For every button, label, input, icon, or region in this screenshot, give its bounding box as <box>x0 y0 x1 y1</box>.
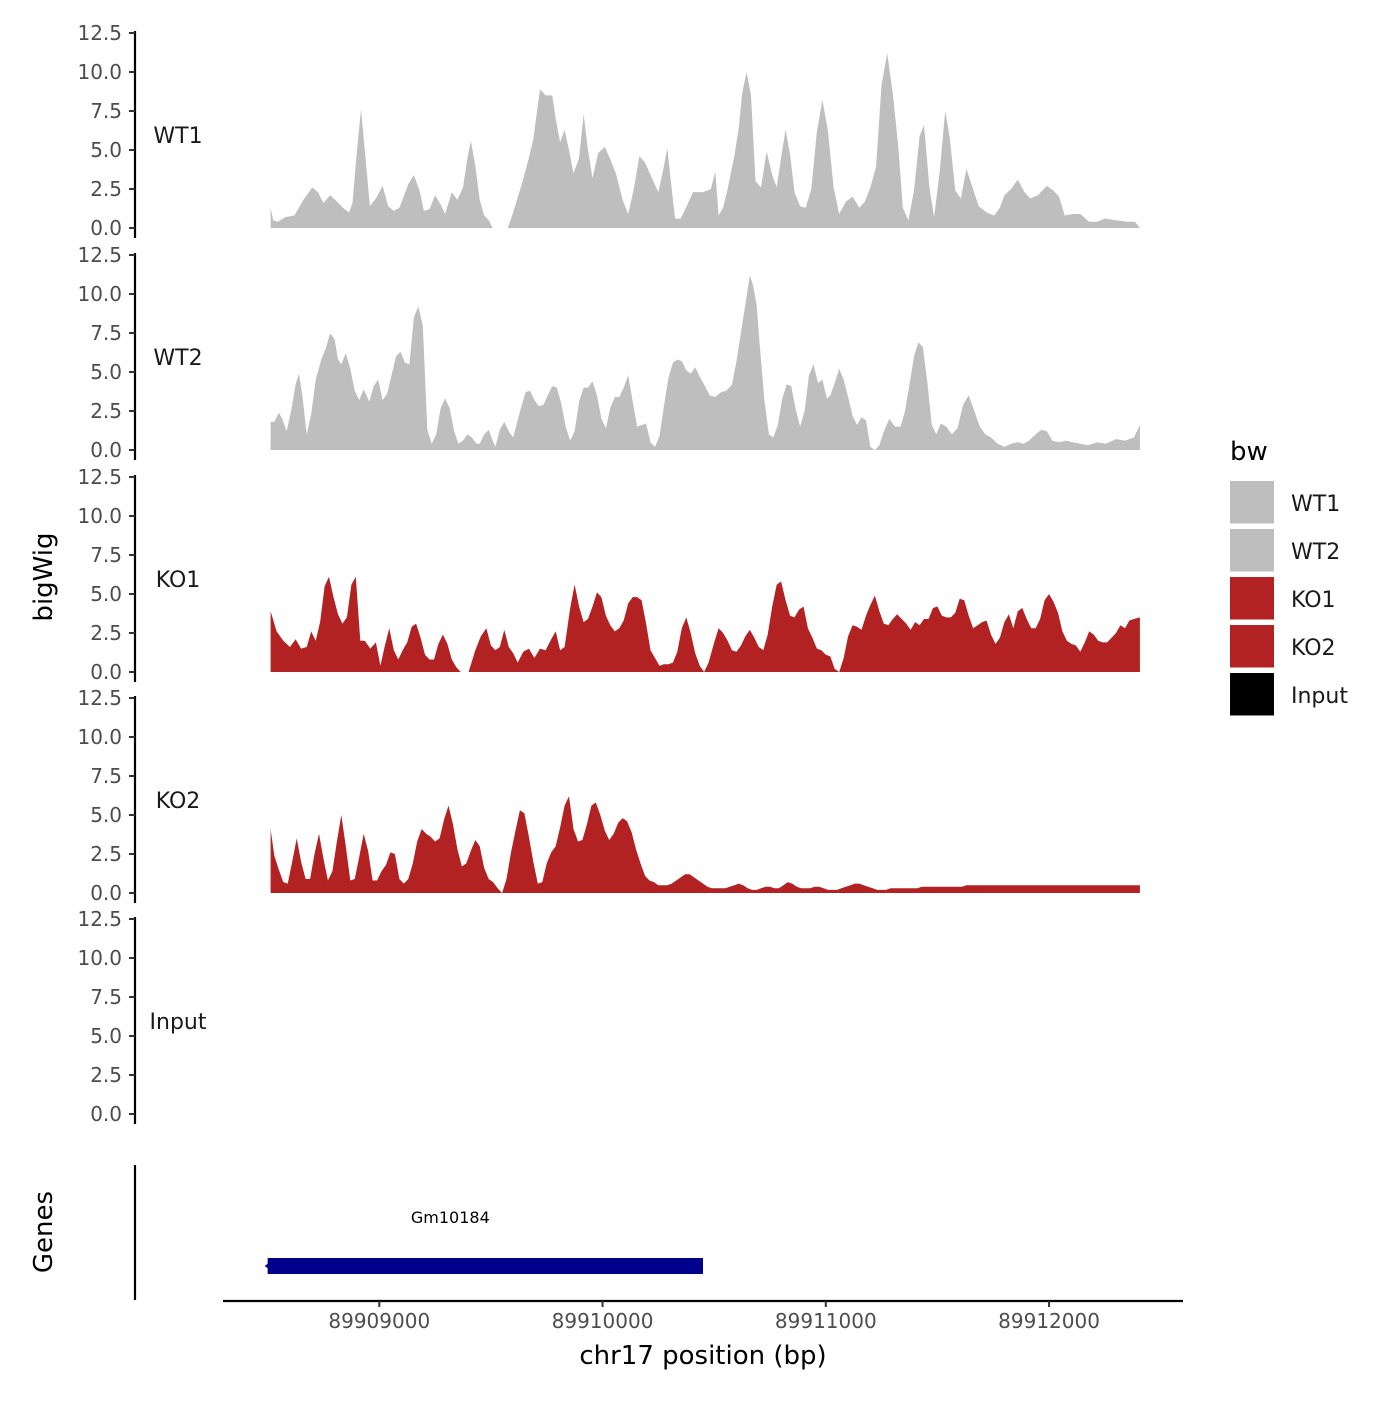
y-tick-label: 5.0 <box>90 1024 122 1048</box>
y-tick-label: 2.5 <box>90 621 122 645</box>
track-label-wt2: WT2 <box>153 346 202 371</box>
gene-marks: Gm10184 <box>264 1208 703 1274</box>
y-tick-label: 10.0 <box>77 60 122 84</box>
y-tick-label: 7.5 <box>90 543 122 567</box>
legend-entries: WT1 WT2 KO1 KO2 Input <box>1230 481 1348 719</box>
legend-label-ko2: KO2 <box>1291 636 1336 661</box>
x-ticks: 89909000 89910000 89911000 89912000 <box>328 1301 1100 1333</box>
y-tick-label: 10.0 <box>77 946 122 970</box>
track-label-ko1: KO1 <box>156 568 201 593</box>
y-tick-label: 0.0 <box>90 216 122 240</box>
gene-label: Gm10184 <box>411 1208 490 1227</box>
genes-track-label: Genes <box>29 1191 59 1273</box>
y-tick-label: 12.5 <box>77 243 122 267</box>
x-tick-label: 89911000 <box>775 1309 877 1333</box>
y-tick-label: 5.0 <box>90 360 122 384</box>
genes-panel: Genes Gm10184 <box>29 1165 703 1300</box>
x-tick-label: 89910000 <box>552 1309 654 1333</box>
legend-swatch-ko2 <box>1230 625 1274 669</box>
y-tick-label: 7.5 <box>90 99 122 123</box>
legend-swatch-input <box>1230 673 1274 717</box>
legend-title: bw <box>1230 437 1268 467</box>
panel-ko1: 0.0 2.5 5.0 7.5 10.0 12.5 KO1 <box>77 465 1140 684</box>
legend: bw WT1 WT2 KO1 KO2 Input <box>1230 437 1348 719</box>
area-wt1 <box>270 53 1140 228</box>
signal-panels: 0.0 2.5 5.0 7.5 10.0 12.5 WT1 0.0 2.5 5.0 7.5 10.0 1… <box>77 21 1140 1126</box>
y-tick-label: 7.5 <box>90 985 122 1009</box>
y-tick-label: 2.5 <box>90 842 122 866</box>
legend-swatch-wt2 <box>1230 529 1274 573</box>
y-tick-label: 2.5 <box>90 177 122 201</box>
legend-label-wt2: WT2 <box>1291 540 1340 565</box>
y-tick-label: 0.0 <box>90 1102 122 1126</box>
x-axis: 89909000 89910000 89911000 89912000 chr17 p… <box>223 1299 1183 1371</box>
y-tick-label: 12.5 <box>77 907 122 931</box>
y-tick-label: 10.0 <box>77 725 122 749</box>
area-wt2 <box>270 275 1140 450</box>
y-tick-label: 0.0 <box>90 438 122 462</box>
track-label-wt1: WT1 <box>153 124 202 149</box>
y-tick-label: 5.0 <box>90 803 122 827</box>
gene-body <box>267 1258 703 1274</box>
area-ko1 <box>270 576 1140 672</box>
y-tick-label: 12.5 <box>77 465 122 489</box>
x-axis-title: chr17 position (bp) <box>579 1341 826 1371</box>
track-label-input: Input <box>150 1010 207 1035</box>
legend-swatch-ko1 <box>1230 577 1274 621</box>
y-tick-label: 10.0 <box>77 504 122 528</box>
y-tick-label: 5.0 <box>90 138 122 162</box>
y-tick-label: 0.0 <box>90 660 122 684</box>
panel-input: 0.0 2.5 5.0 7.5 10.0 12.5 Input <box>77 907 207 1126</box>
legend-label-wt1: WT1 <box>1291 492 1340 517</box>
y-tick-label: 2.5 <box>90 1063 122 1087</box>
legend-label-input: Input <box>1291 684 1348 709</box>
panel-wt1: 0.0 2.5 5.0 7.5 10.0 12.5 WT1 <box>77 21 1140 240</box>
y-tick-label: 0.0 <box>90 881 122 905</box>
x-tick-label: 89909000 <box>328 1309 430 1333</box>
y-tick-label: 7.5 <box>90 764 122 788</box>
y-tick-label: 10.0 <box>77 282 122 306</box>
legend-swatch-wt1 <box>1230 481 1274 525</box>
gene-strand-arrow <box>264 1261 272 1271</box>
area-ko2 <box>270 796 1140 893</box>
panel-wt2: 0.0 2.5 5.0 7.5 10.0 12.5 WT2 <box>77 243 1140 462</box>
y-tick-label: 5.0 <box>90 582 122 606</box>
x-tick-label: 89912000 <box>998 1309 1100 1333</box>
y-tick-label: 7.5 <box>90 321 122 345</box>
y-tick-label: 12.5 <box>77 21 122 45</box>
y-tick-label: 2.5 <box>90 399 122 423</box>
track-label-ko2: KO2 <box>156 789 201 814</box>
panel-ko2: 0.0 2.5 5.0 7.5 10.0 12.5 KO2 <box>77 686 1140 905</box>
y-tick-label: 12.5 <box>77 686 122 710</box>
legend-label-ko1: KO1 <box>1291 588 1336 613</box>
y-axis-title: bigWig <box>29 532 59 621</box>
